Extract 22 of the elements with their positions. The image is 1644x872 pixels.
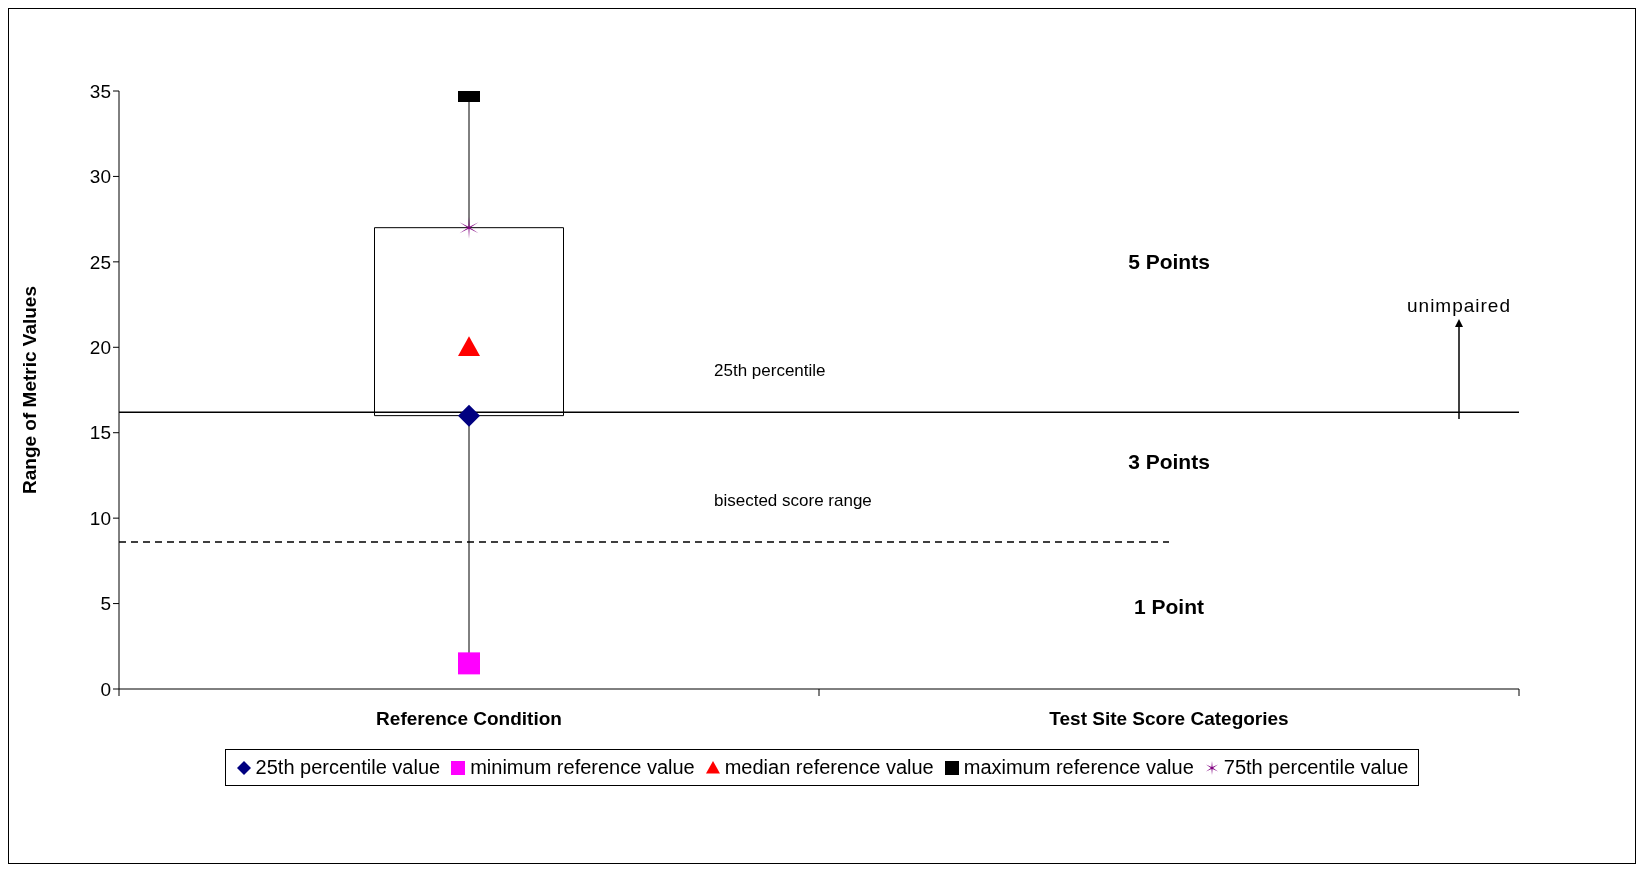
y-tick-label: 5: [100, 593, 111, 615]
y-tick-label: 25: [89, 251, 111, 273]
legend-label: 75th percentile value: [1222, 756, 1409, 779]
ref-line-label: bisected score range: [714, 491, 872, 511]
x-tick-label: Reference Condition: [376, 708, 562, 729]
y-tick-label: 20: [89, 337, 111, 359]
annotation: 5 Points: [1128, 250, 1210, 274]
annotation: 3 Points: [1128, 450, 1210, 474]
legend-label: median reference value: [723, 756, 934, 779]
y-tick-label: 10: [89, 507, 111, 529]
y-tick-label: 15: [89, 422, 111, 444]
y-axis-title: Range of Metric Values: [18, 285, 40, 495]
y-tick-label: 0: [100, 678, 111, 700]
legend-label: maximum reference value: [962, 756, 1194, 779]
annotation: 1 Point: [1133, 595, 1205, 619]
y-tick-label: 35: [89, 80, 111, 102]
legend-label: minimum reference value: [469, 756, 695, 779]
y-tick-label: 30: [89, 166, 111, 188]
ref-line-label: 25th percentile: [714, 361, 826, 381]
legend-label: 25th percentile value: [254, 756, 441, 779]
x-tick-label: Test Site Score Categories: [1049, 708, 1289, 729]
annotation: unimpaired: [1406, 295, 1512, 317]
